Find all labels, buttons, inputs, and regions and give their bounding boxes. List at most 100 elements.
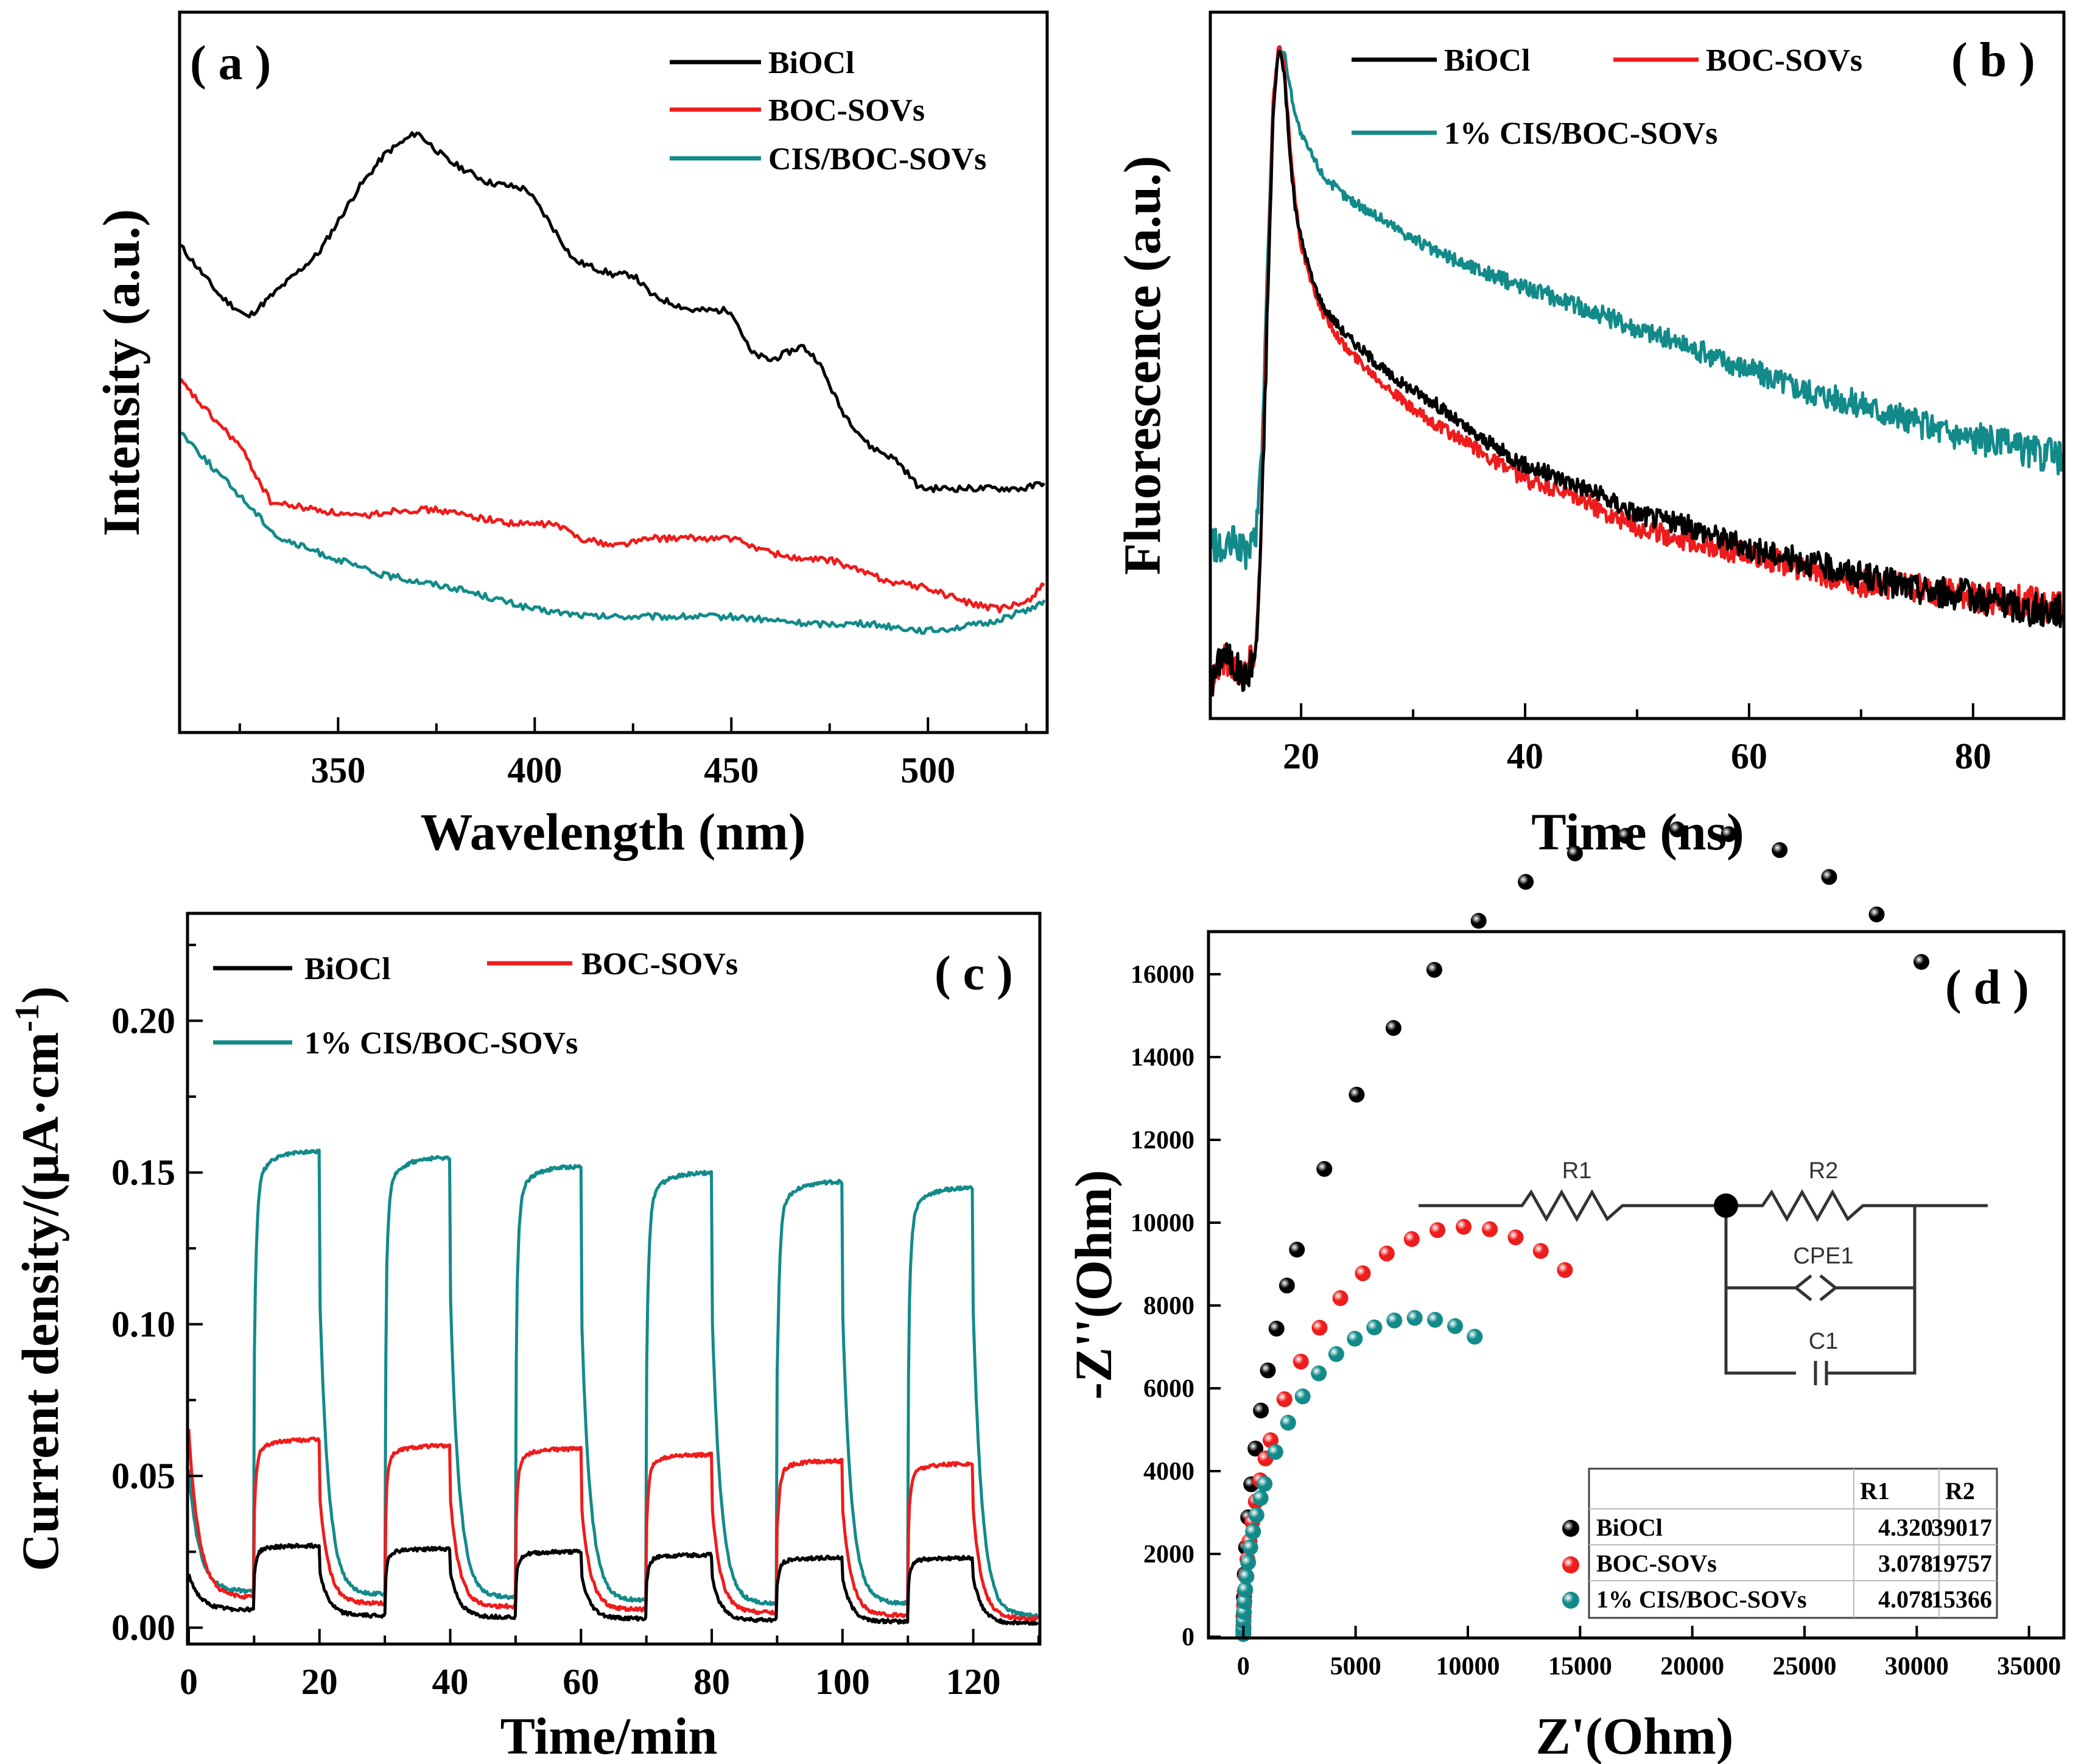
panel-c-xtick-label: 20 <box>301 1662 338 1702</box>
panel-d-point-biocl <box>1349 1086 1365 1103</box>
panel-d-point-biocl <box>1260 1362 1276 1379</box>
panel-d-point-biocl <box>1316 1161 1333 1177</box>
panel-b-marks <box>1210 45 2064 697</box>
panel-d-label: ( d ) <box>1945 961 2029 1014</box>
panel-d-point-boc-sovs <box>1311 1319 1328 1336</box>
fit-table-marker <box>1562 1592 1579 1609</box>
panel-d-point-boc-sovs <box>1507 1229 1524 1246</box>
panel-b-label: ( b ) <box>1951 33 2035 87</box>
panel-c-ytick-label: 0.10 <box>111 1304 175 1344</box>
panel-b-xlabel: Time (ns) <box>1531 803 1744 861</box>
legend-a-bioci: BiOCl <box>768 46 855 80</box>
panel-d-point-cis-boc-sovs <box>1280 1414 1296 1431</box>
panel-d-point-biocl <box>1567 845 1583 862</box>
equivalent-circuit: R1 R2 CPE1 C1 <box>1419 1158 1988 1385</box>
panel-d-point-boc-sovs <box>1456 1218 1472 1235</box>
panel-d-point-biocl <box>1289 1242 1305 1258</box>
fit-table-row-name: BiOCl <box>1596 1514 1663 1541</box>
panel-d-point-biocl <box>1518 874 1534 890</box>
panel-d-point-biocl <box>1385 1020 1401 1036</box>
panel-d-point-biocl <box>1426 961 1442 978</box>
panel-d-point-cis-boc-sovs <box>1347 1330 1363 1347</box>
panel-d-xtick-label: 10000 <box>1436 1653 1500 1681</box>
legend-a-boc: BOC-SOVs <box>768 93 925 128</box>
fit-table-header-r1: R1 <box>1860 1477 1890 1505</box>
panel-d-ytick-label: 16000 <box>1131 961 1194 989</box>
circuit-node <box>1714 1193 1738 1218</box>
panel-d-point-cis-boc-sovs <box>1248 1507 1264 1523</box>
panel-a: 350 400 450 500 ( a ) BiOCl BOC-SOVs CIS/BO… <box>92 10 1049 861</box>
panel-d-point-cis-boc-sovs <box>1427 1312 1443 1328</box>
legend-b-cis: 1% CIS/BOC-SOVs <box>1444 116 1717 151</box>
circuit-label-r2: R2 <box>1809 1158 1839 1184</box>
panel-c-ytick-label: 0.15 <box>111 1153 175 1193</box>
panel-d-point-cis-boc-sovs <box>1294 1388 1311 1405</box>
panel-b-legend: BiOCl BOC-SOVs 1% CIS/BOC-SOVs <box>1352 43 1862 151</box>
panel-d-xtick-label: 0 <box>1237 1653 1250 1681</box>
panel-d-point-biocl <box>1618 828 1634 844</box>
panel-d-point-boc-sovs <box>1276 1391 1293 1407</box>
legend-b-bioci: BiOCl <box>1444 43 1531 78</box>
panel-b: 20 40 60 80 ( b ) BiOCl BOC-SOVs 1% CIS/BOC… <box>1113 10 2066 861</box>
panel-d-point-biocl <box>1772 842 1788 859</box>
panel-a-xlabel: Wavelength (nm) <box>420 803 805 861</box>
panel-d-point-boc-sovs <box>1355 1265 1371 1282</box>
panel-a-legend: BiOCl BOC-SOVs CIS/BOC-SOVs <box>670 46 986 177</box>
panel-c-series-biocl <box>187 1542 1039 1626</box>
fit-table: R1 R2 BiOCl 4.320 39017 BOC-SOVs 3.078 1… <box>1588 1467 1998 1619</box>
panel-d-ytick-label: 10000 <box>1131 1209 1194 1237</box>
panel-c-xtick-label: 40 <box>432 1662 469 1702</box>
panel-d-point-cis-boc-sovs <box>1242 1539 1258 1556</box>
panel-d-xtick-label: 20000 <box>1660 1653 1724 1681</box>
panel-a-series-cis-boc-sovs <box>180 432 1046 635</box>
panel-c-xtick-label: 100 <box>815 1662 870 1702</box>
panel-d-ytick-label: 6000 <box>1143 1375 1194 1403</box>
legend-c-bioci: BiOCl <box>304 952 391 986</box>
panel-d-point-cis-boc-sovs <box>1311 1365 1327 1382</box>
panel-d-point-cis-boc-sovs <box>1447 1318 1464 1334</box>
panel-d-point-biocl <box>1247 1441 1264 1457</box>
fit-table-row-r1: 3.078 <box>1878 1550 1933 1577</box>
panel-d-point-cis-boc-sovs <box>1252 1490 1269 1506</box>
panel-d-point-cis-boc-sovs <box>1240 1555 1257 1570</box>
panel-b-series-biocl <box>1211 49 2063 697</box>
panel-d-point-biocl <box>1253 1402 1269 1419</box>
panel-a-marks <box>179 131 1046 635</box>
panel-d: 0 5000 10000 15000 20000 25000 30000 35000 0 2000… <box>1064 821 2066 1764</box>
panel-d-point-cis-boc-sovs <box>1467 1329 1483 1345</box>
circuit-wire-cpe <box>1726 1274 1915 1301</box>
panel-b-series-cis-boc-sovs <box>1210 45 2064 571</box>
panel-c-marks <box>187 1148 1039 1626</box>
panel-c-ylabel: Current density/(μA·cm-1) <box>9 986 69 1572</box>
panel-d-ylabel: -Z''(Ohm) <box>1064 1170 1123 1399</box>
fit-table-row-r1: 4.078 <box>1878 1586 1933 1613</box>
panel-d-xtick-label: 15000 <box>1548 1653 1612 1681</box>
panel-a-xtick-label: 450 <box>704 750 759 790</box>
panel-d-point-cis-boc-sovs <box>1267 1444 1283 1460</box>
panel-a-series-biocl <box>180 131 1046 493</box>
panel-c: 0 20 40 60 80 100 120 0.00 0.05 0.10 0.15 0.20 ( c … <box>9 912 1042 1764</box>
panel-a-frame <box>178 10 1049 734</box>
panel-d-xtick-label: 5000 <box>1330 1653 1381 1681</box>
panel-b-xtick-label: 40 <box>1507 736 1543 776</box>
panel-d-xtick-label: 30000 <box>1885 1653 1949 1681</box>
circuit-label-c1: C1 <box>1809 1329 1839 1354</box>
panel-d-point-biocl <box>1821 869 1837 885</box>
panel-d-point-cis-boc-sovs <box>1366 1319 1383 1335</box>
panel-a-xtick-label: 500 <box>900 750 955 790</box>
panel-d-point-cis-boc-sovs <box>1257 1476 1273 1492</box>
panel-d-point-cis-boc-sovs <box>1386 1312 1403 1329</box>
panel-d-xtick-label: 25000 <box>1773 1653 1837 1681</box>
legend-a-cis: CIS/BOC-SOVs <box>768 142 986 177</box>
panel-d-point-boc-sovs <box>1332 1290 1349 1306</box>
panel-d-ticks: 0 5000 10000 15000 20000 25000 30000 35000 0 2000… <box>1131 961 2061 1681</box>
circuit-label-r1: R1 <box>1562 1158 1592 1184</box>
fit-table-row-r2: 15366 <box>1931 1586 1992 1613</box>
panel-d-ytick-label: 0 <box>1182 1623 1194 1651</box>
fit-table-row-name: 1% CIS/BOC-SOVs <box>1596 1586 1807 1613</box>
panel-b-xtick-label: 20 <box>1283 736 1319 776</box>
panel-c-ytick-label: 0.00 <box>111 1608 175 1648</box>
panel-d-xlabel: Z'(Ohm) <box>1536 1707 1734 1764</box>
panel-d-point-cis-boc-sovs <box>1245 1523 1261 1540</box>
